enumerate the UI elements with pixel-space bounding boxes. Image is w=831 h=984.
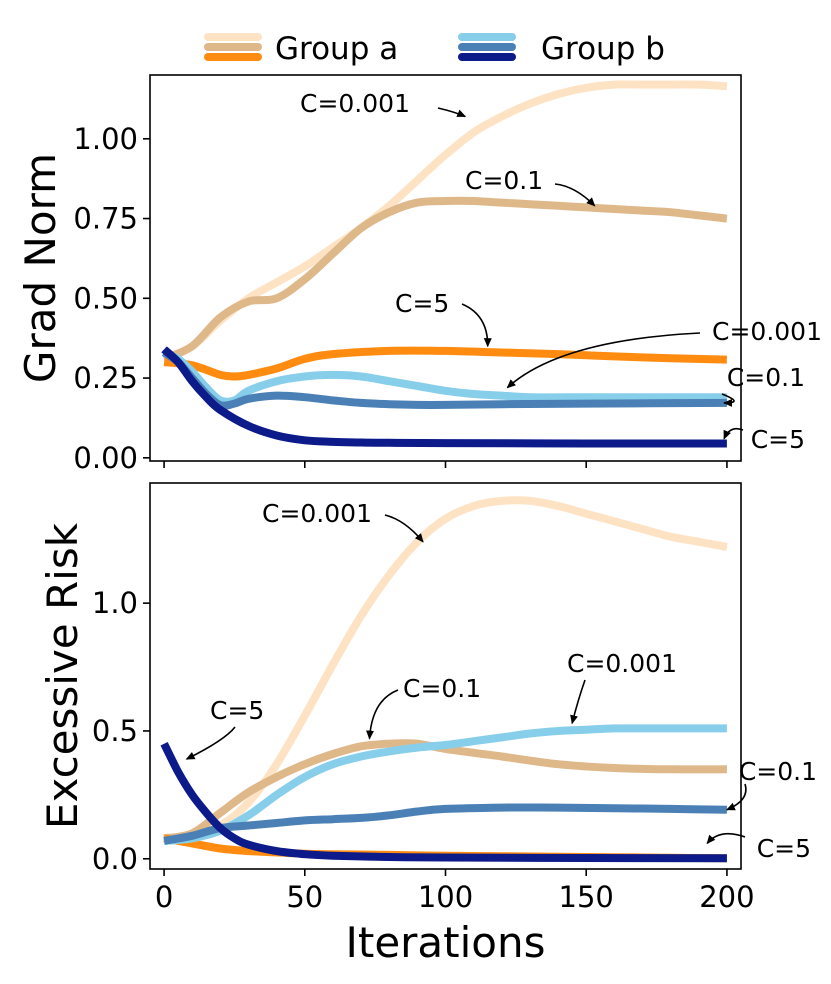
excessive-risk-y-tick-label: 0.0 [92,842,138,876]
excessive-risk-annotation-label: C=0.001 [262,499,372,528]
excessive-risk-panel: 0.0 0.5 1.0 0 50 100 150 200 Excessive Risk C=0.0… [38,482,817,914]
grad-norm-annotation-label: C=0.001 [300,89,410,118]
grad-norm-series-group-b-c0.001 [162,348,727,406]
excessive-risk-y-tick-label: 0.5 [92,714,138,748]
grad-norm-annotation-arrow [721,393,735,407]
excessive-risk-annotation-label: C=0.1 [739,757,817,786]
grad-norm-annotation-arrow [461,303,492,348]
grad-norm-annotation-arrow [506,332,701,389]
grad-norm-y-tick-label: 1.00 [73,122,138,156]
excessive-risk-annotation-arrow [384,514,424,543]
grad-norm-y-axis-label: Grad Norm [16,153,65,383]
legend: Group a Group b [204,31,665,67]
excessive-risk-annotation-arrow [185,726,236,760]
excessive-risk-annotation-arrow [706,832,746,845]
grad-norm-series-group-a-c0.001 [162,80,728,363]
grad-norm-annotation-label: C=0.001 [712,317,822,346]
excessive-risk-series-group-a-c0.001 [163,496,728,843]
grad-norm-annotation-label: C=5 [751,425,805,454]
excessive-risk-series-group-b-c0.001 [163,724,727,845]
x-tick-label: 0 [155,880,173,914]
grad-norm-y-tick-label: 0.25 [73,361,138,395]
excessive-risk-series-group-b-c5 [160,741,727,863]
x-tick-label: 100 [418,880,473,914]
excessive-risk-annotation-arrow [366,689,399,740]
excessive-risk-y-tick-label: 1.0 [92,586,138,620]
grad-norm-annotation-label: C=0.1 [465,166,543,195]
grad-norm-series-group-a-c5 [163,346,728,381]
excessive-risk-annotation-label: C=0.001 [567,649,677,678]
grad-norm-annotation-arrow [554,183,596,207]
x-axis-label: Iterations [345,918,545,967]
excessive-risk-annotation-label: C=5 [210,696,264,725]
grad-norm-y-tick-label: 0.50 [73,281,138,315]
excessive-risk-annotation-label: C=5 [757,834,811,863]
grad-norm-y-tick-label: 0.75 [73,202,138,236]
excessive-risk-series-group-b-c0.1 [163,803,727,845]
excessive-risk-series-group-a-c0.1 [163,739,727,843]
x-tick-label: 150 [559,880,614,914]
x-tick-label: 50 [286,880,323,914]
grad-norm-annotation-label: C=5 [395,289,449,318]
grad-norm-y-tick-label: 0.00 [73,441,138,475]
grad-norm-series-group-b-c5 [161,346,727,448]
grad-norm-annotation-arrow [437,107,467,118]
legend-label: Group a [275,31,398,67]
grad-norm-series-group-a-c0.1 [162,196,728,363]
excessive-risk-y-axis-label: Excessive Risk [38,522,87,829]
grad-norm-annotation-label: C=0.1 [727,363,805,392]
excessive-risk-annotation-label: C=0.1 [403,674,481,703]
excessive-risk-annotation-arrow [725,783,747,811]
legend-label: Group b [541,31,665,67]
x-tick-label: 200 [699,880,754,914]
excessive-risk-annotation-arrow [570,679,586,725]
grad-norm-annotation-arrow [723,427,744,440]
